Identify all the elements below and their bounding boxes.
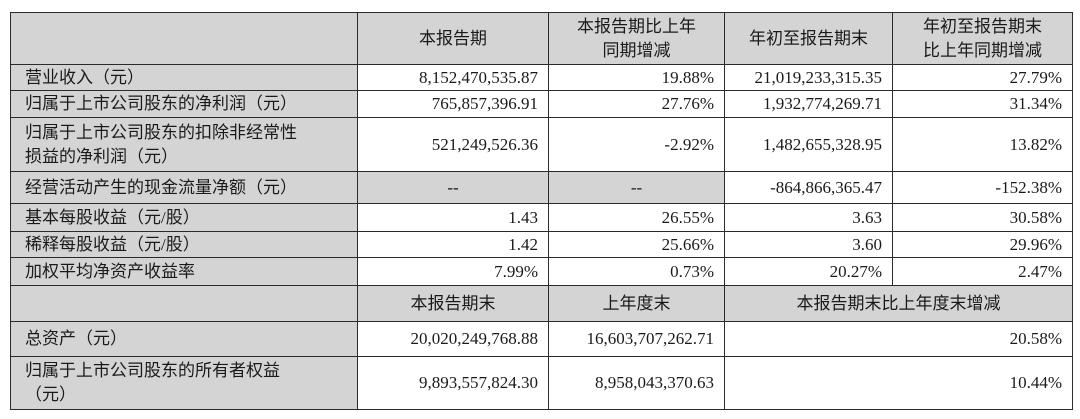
header-current-period: 本报告期 bbox=[357, 12, 549, 65]
cell-current: 1.42 bbox=[357, 231, 549, 258]
cell-current-yoy: 19.88% bbox=[548, 64, 725, 91]
cell-change: 20.58% bbox=[724, 321, 1073, 357]
row-label: 归属于上市公司股东的扣除非经常性 损益的净利润（元） bbox=[10, 117, 358, 172]
row-label: 基本每股收益（元/股） bbox=[10, 203, 358, 232]
cell-ytd: 3.60 bbox=[724, 231, 893, 258]
cell-current-yoy: 0.73% bbox=[548, 257, 725, 286]
cell-ytd: 20.27% bbox=[724, 257, 893, 286]
cell-current-yoy: -2.92% bbox=[548, 117, 725, 172]
cell-ytd: 1,932,774,269.71 bbox=[724, 90, 893, 118]
row-label: 稀释每股收益（元/股） bbox=[10, 231, 358, 258]
header-ytd-yoy: 年初至报告期末 比上年同期增减 bbox=[892, 12, 1073, 65]
header-current-yoy-line2: 同期增减 bbox=[602, 40, 671, 60]
table-row-operating-cash-flow: 经营活动产生的现金流量净额（元） -- -- -864,866,365.47 -… bbox=[10, 171, 1073, 204]
row-label-line2: （元） bbox=[25, 385, 76, 404]
cell-ytd-yoy: -152.38% bbox=[892, 171, 1073, 204]
row-label: 归属于上市公司股东的净利润（元） bbox=[10, 90, 358, 118]
row-label: 经营活动产生的现金流量净额（元） bbox=[10, 171, 358, 204]
header-row: 本报告期 本报告期比上年 同期增减 年初至报告期末 年初至报告期末 比上年同期增… bbox=[10, 12, 1073, 65]
financial-summary-table: 本报告期 本报告期比上年 同期增减 年初至报告期末 年初至报告期末 比上年同期增… bbox=[10, 12, 1073, 410]
cell-current: -- bbox=[357, 171, 549, 204]
row-label: 归属于上市公司股东的所有者权益 （元） bbox=[10, 356, 358, 410]
table-row-net-profit-deducted: 归属于上市公司股东的扣除非经常性 损益的净利润（元） 521,249,526.3… bbox=[10, 117, 1073, 172]
header-corner-cell bbox=[10, 12, 358, 65]
header-change: 本报告期末比上年度末增减 bbox=[724, 285, 1073, 322]
cell-ytd-yoy: 31.34% bbox=[892, 90, 1073, 118]
cell-current: 521,249,526.36 bbox=[357, 117, 549, 172]
cell-current-yoy: 27.76% bbox=[548, 90, 725, 118]
header-prior-year-end: 上年度末 bbox=[548, 285, 725, 322]
table-row-shareholders-equity: 归属于上市公司股东的所有者权益 （元） 9,893,557,824.30 8,9… bbox=[10, 356, 1073, 410]
cell-prior-year-end: 16,603,707,262.71 bbox=[548, 321, 725, 357]
balance-header-row: 本报告期末 上年度末 本报告期末比上年度末增减 bbox=[10, 285, 1073, 322]
cell-prior-year-end: 8,958,043,370.63 bbox=[548, 356, 725, 410]
row-label-line1: 归属于上市公司股东的扣除非经常性 bbox=[25, 122, 297, 142]
header-current-yoy-line1: 本报告期比上年 bbox=[577, 16, 696, 36]
header-period-end: 本报告期末 bbox=[357, 285, 549, 322]
cell-ytd-yoy: 13.82% bbox=[892, 117, 1073, 172]
cell-change: 10.44% bbox=[724, 356, 1073, 410]
table-row-basic-eps: 基本每股收益（元/股） 1.43 26.55% 3.63 30.58% bbox=[10, 203, 1073, 232]
cell-ytd-yoy: 30.58% bbox=[892, 203, 1073, 232]
table-row-diluted-eps: 稀释每股收益（元/股） 1.42 25.66% 3.60 29.96% bbox=[10, 231, 1073, 258]
cell-ytd-yoy: 29.96% bbox=[892, 231, 1073, 258]
cell-current-yoy: 25.66% bbox=[548, 231, 725, 258]
balance-header-corner bbox=[10, 285, 358, 322]
cell-current: 7.99% bbox=[357, 257, 549, 286]
row-label-line1: 归属于上市公司股东的所有者权益 bbox=[25, 361, 280, 380]
header-current-yoy: 本报告期比上年 同期增减 bbox=[548, 12, 725, 65]
cell-period-end: 9,893,557,824.30 bbox=[357, 356, 549, 410]
table-row-weighted-roe: 加权平均净资产收益率 7.99% 0.73% 20.27% 2.47% bbox=[10, 257, 1073, 286]
cell-current-yoy: 26.55% bbox=[548, 203, 725, 232]
cell-ytd: 3.63 bbox=[724, 203, 893, 232]
row-label: 营业收入（元） bbox=[10, 64, 358, 91]
cell-current: 765,857,396.91 bbox=[357, 90, 549, 118]
header-ytd-yoy-line1: 年初至报告期末 bbox=[923, 16, 1042, 36]
cell-ytd: 21,019,233,315.35 bbox=[724, 64, 893, 91]
table-row-total-assets: 总资产（元） 20,020,249,768.88 16,603,707,262.… bbox=[10, 321, 1073, 357]
cell-current-yoy: -- bbox=[548, 171, 725, 204]
cell-period-end: 20,020,249,768.88 bbox=[357, 321, 549, 357]
cell-ytd-yoy: 27.79% bbox=[892, 64, 1073, 91]
cell-ytd: 1,482,655,328.95 bbox=[724, 117, 893, 172]
header-ytd: 年初至报告期末 bbox=[724, 12, 893, 65]
table-row-revenue: 营业收入（元） 8,152,470,535.87 19.88% 21,019,2… bbox=[10, 64, 1073, 91]
cell-ytd: -864,866,365.47 bbox=[724, 171, 893, 204]
row-label: 总资产（元） bbox=[10, 321, 358, 357]
row-label: 加权平均净资产收益率 bbox=[10, 257, 358, 286]
cell-ytd-yoy: 2.47% bbox=[892, 257, 1073, 286]
header-ytd-yoy-line2: 比上年同期增减 bbox=[923, 40, 1042, 60]
row-label-line2: 损益的净利润（元） bbox=[25, 146, 178, 166]
cell-current: 8,152,470,535.87 bbox=[357, 64, 549, 91]
cell-current: 1.43 bbox=[357, 203, 549, 232]
table-row-net-profit: 归属于上市公司股东的净利润（元） 765,857,396.91 27.76% 1… bbox=[10, 90, 1073, 118]
